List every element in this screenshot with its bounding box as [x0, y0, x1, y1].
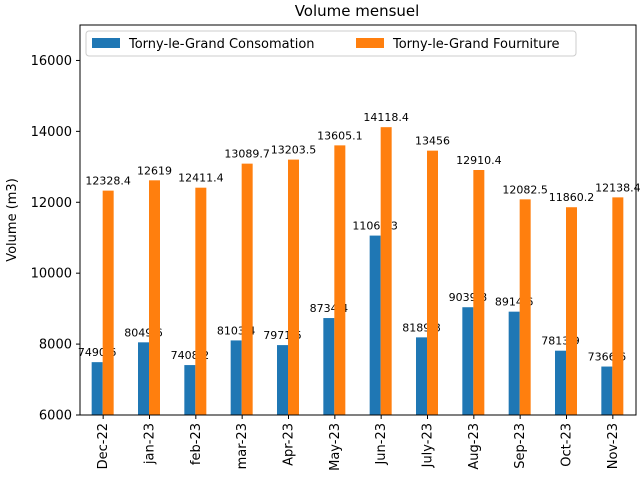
x-tick-label-8: Aug-23 [467, 423, 482, 470]
bar-fourniture-7 [427, 150, 438, 415]
bar-consomation-3 [230, 340, 242, 415]
bar-consomation-4 [277, 345, 288, 415]
bar-fourniture-3 [241, 163, 253, 415]
bar-consomation-9 [508, 311, 520, 415]
data-label-fourniture-3: 13089.7 [224, 148, 270, 161]
y-tick-label-1: 8000 [39, 338, 72, 353]
y-axis-label: Volume (m3) [5, 178, 20, 262]
x-tick-label-0: Dec-22 [96, 423, 111, 469]
bar-fourniture-2 [195, 187, 207, 415]
x-tick-label-5: May-23 [328, 423, 343, 471]
bar-fourniture-6 [380, 127, 392, 415]
data-label-fourniture-4: 13203.5 [271, 144, 317, 157]
bar-consomation-5 [323, 318, 335, 415]
data-label-fourniture-8: 12910.4 [456, 154, 502, 167]
x-tick-label-4: Apr-23 [282, 423, 297, 466]
bar-fourniture-4 [288, 159, 299, 415]
x-tick-label-9: Sep-23 [513, 423, 528, 469]
data-label-fourniture-7: 13456 [415, 135, 450, 148]
bar-fourniture-11 [612, 197, 624, 415]
bar-fourniture-9 [519, 199, 531, 415]
x-tick-label-11: Nov-23 [606, 423, 621, 469]
axes-frame [79, 24, 637, 416]
bar-consomation-8 [462, 307, 474, 415]
y-tick-label-4: 14000 [31, 125, 72, 140]
data-label-fourniture-0: 12328.4 [85, 175, 131, 188]
x-tick-label-7: July-23 [421, 423, 436, 468]
x-tick-label-1: jan-23 [143, 423, 158, 465]
bar-consomation-0 [91, 362, 103, 415]
bar-fourniture-0 [102, 190, 114, 415]
legend-swatch-1 [356, 38, 384, 48]
bar-consomation-6 [369, 235, 381, 415]
data-label-fourniture-10: 11860.2 [549, 191, 595, 204]
x-tick-label-2: feb-23 [189, 423, 204, 465]
legend-label-1: Torny-le-Grand Fourniture [392, 37, 560, 52]
legend: Torny-le-Grand Consomation Torny-le-Grand… [85, 30, 577, 57]
bar-consomation-2 [184, 365, 196, 415]
data-label-fourniture-9: 12082.5 [502, 183, 548, 196]
legend-box [85, 30, 577, 57]
legend-swatch-0 [92, 38, 120, 48]
bar-fourniture-8 [473, 169, 485, 415]
data-label-fourniture-2: 12411.4 [178, 172, 224, 185]
bar-consomation-11 [601, 366, 613, 415]
bar-fourniture-10 [566, 207, 577, 415]
bar-fourniture-5 [334, 145, 346, 416]
bar-consomation-1 [138, 342, 149, 415]
bar-consomation-10 [555, 350, 566, 415]
bar-consomation-7 [416, 337, 427, 415]
y-tick-label-0: 6000 [39, 409, 72, 424]
x-tick-label-10: Oct-23 [560, 423, 575, 467]
y-tick-label-2: 10000 [31, 267, 72, 282]
data-label-fourniture-6: 14118.4 [363, 111, 409, 124]
data-label-fourniture-5: 13605.1 [317, 129, 363, 142]
legend-label-0: Torny-le-Grand Consomation [128, 37, 315, 52]
y-tick-label-5: 16000 [31, 54, 72, 69]
bar-fourniture-1 [149, 180, 160, 415]
y-tick-label-3: 12000 [31, 196, 72, 211]
data-label-fourniture-1: 12619 [137, 164, 172, 177]
x-tick-label-3: mar-23 [235, 423, 250, 469]
x-tick-label-6: Jun-23 [374, 423, 389, 466]
data-label-fourniture-11: 12138.4 [595, 181, 640, 194]
chart-title: Volume mensuel [295, 2, 420, 20]
